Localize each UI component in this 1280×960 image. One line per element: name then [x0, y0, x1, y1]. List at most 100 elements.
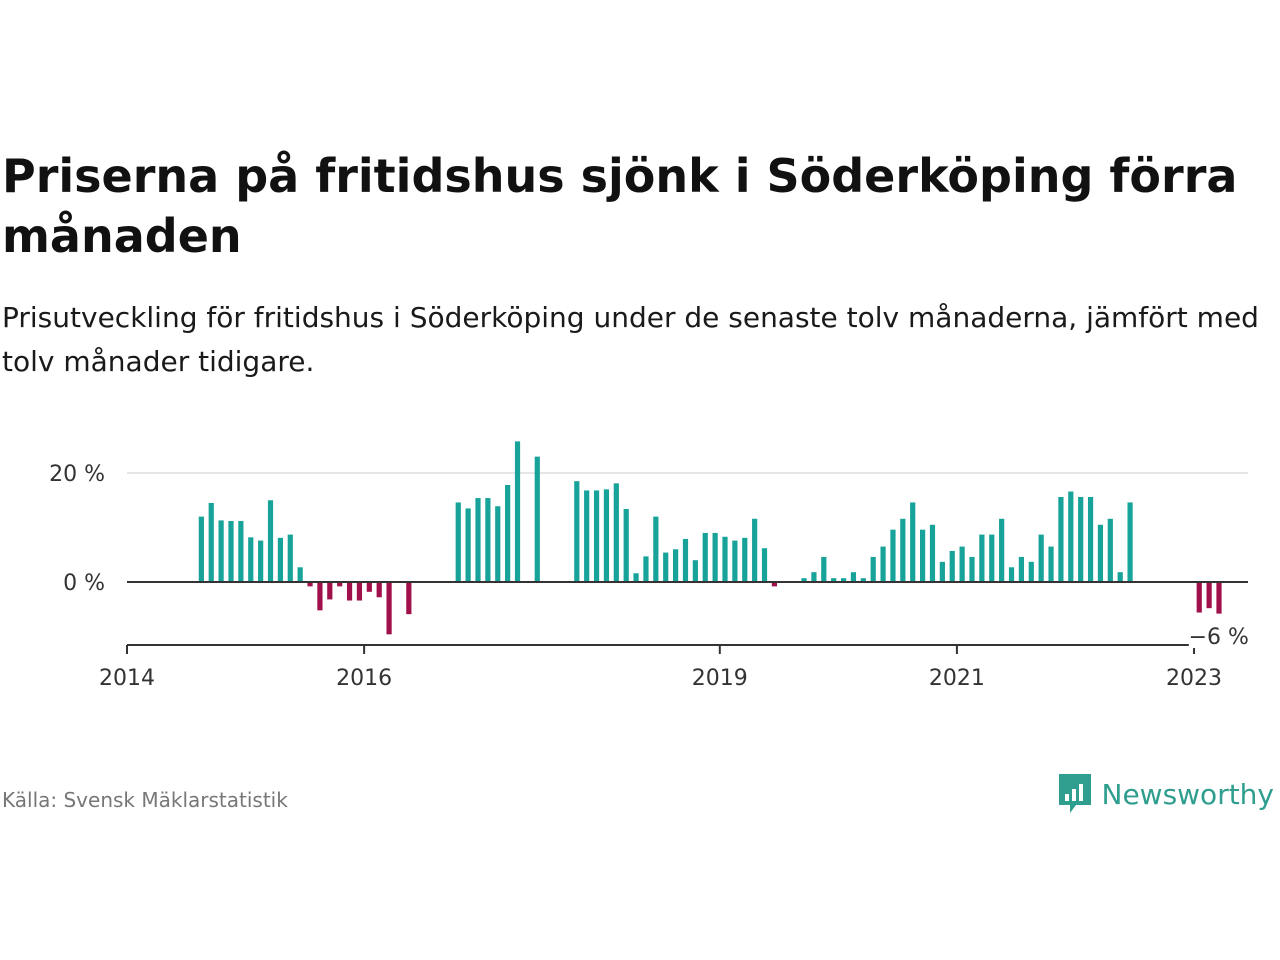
bar [337, 582, 343, 587]
chart-subtitle: Prisutveckling för fritidshus i Söderköp… [2, 301, 1259, 378]
bar [455, 502, 461, 582]
bar [287, 534, 293, 582]
bar [346, 582, 353, 601]
bar [406, 582, 412, 615]
bar [465, 508, 471, 582]
bar [267, 500, 274, 582]
bar [485, 498, 491, 582]
bar [959, 546, 965, 582]
bar [771, 582, 777, 587]
bar [307, 582, 313, 587]
bar [949, 550, 955, 583]
bar [248, 537, 254, 582]
chart-title: Priserna på fritidshus sjönk i Söderköpi… [2, 149, 1238, 263]
bar [208, 502, 214, 582]
bar [1206, 582, 1212, 609]
x-tick-label: 2016 [336, 666, 392, 691]
bar [366, 582, 372, 592]
bar [910, 502, 916, 582]
bar [258, 540, 264, 582]
bar [1196, 582, 1202, 613]
bar [692, 560, 698, 582]
bar [574, 481, 580, 582]
bar [1087, 496, 1094, 582]
annotation-background [1188, 622, 1253, 648]
bar [297, 567, 303, 582]
source-note: Källa: Svensk Mäklarstatistik [2, 788, 288, 812]
y-tick-label: 20 % [49, 462, 105, 487]
bar [929, 524, 936, 583]
bar [1048, 546, 1054, 582]
bar [979, 534, 985, 582]
bar [939, 561, 945, 583]
bar [653, 516, 659, 582]
bar [1038, 534, 1044, 582]
bar [752, 518, 758, 582]
bar [198, 516, 204, 582]
bar [228, 520, 234, 582]
bar [821, 556, 827, 582]
bar [811, 572, 817, 582]
y-tick-label: 0 % [63, 571, 105, 596]
bar [386, 582, 392, 635]
bar [1028, 561, 1034, 583]
bar [682, 538, 689, 582]
bar [1097, 524, 1104, 583]
bar [218, 520, 224, 582]
bar [673, 549, 679, 582]
bar [534, 456, 540, 582]
x-tick-label: 2014 [99, 666, 155, 691]
bar [505, 484, 511, 582]
bar [860, 578, 866, 582]
bar [376, 582, 382, 598]
bar [850, 572, 857, 582]
bar [1216, 582, 1222, 614]
bar [840, 578, 847, 582]
bar [702, 532, 708, 582]
bar [870, 556, 876, 582]
x-tick-label: 2023 [1166, 666, 1222, 691]
bar [969, 556, 975, 582]
bar [920, 529, 926, 582]
bar [880, 546, 886, 582]
newsworthy-logo-icon [1058, 774, 1091, 813]
bar [593, 490, 600, 582]
bar [514, 441, 521, 582]
bar [1107, 518, 1113, 582]
bar [761, 548, 768, 582]
bar [1018, 556, 1024, 582]
bar [663, 552, 669, 582]
bar [623, 508, 629, 582]
bar [742, 537, 748, 582]
bar [989, 534, 995, 582]
bar [613, 483, 619, 582]
bar [643, 556, 649, 582]
newsworthy-logo[interactable]: Newsworthy [1056, 772, 1275, 816]
bar [890, 529, 896, 582]
bar [356, 582, 363, 601]
bar [1008, 567, 1015, 582]
bar [1127, 502, 1133, 582]
bar [1058, 496, 1064, 582]
bar [801, 578, 807, 582]
bar [732, 540, 738, 582]
bar [475, 498, 481, 582]
bar [317, 582, 323, 611]
bar [1078, 496, 1084, 582]
x-tick-label: 2019 [692, 666, 748, 691]
bar [712, 532, 718, 582]
bar [238, 520, 244, 582]
bar [722, 536, 728, 582]
bar-chart: 20 % 0 % 2014 2016 2019 2021 2023 −6 % [49, 441, 1253, 691]
x-tick-label: 2021 [929, 666, 985, 691]
bar [1117, 572, 1123, 582]
bar [277, 537, 283, 582]
brand-name: Newsworthy [1101, 777, 1275, 811]
bar [327, 582, 333, 600]
bar [831, 578, 837, 582]
bar [633, 573, 639, 582]
bar [900, 518, 906, 582]
latest-value-annotation: −6 % [1189, 625, 1249, 650]
bar [584, 490, 590, 582]
bar [495, 506, 501, 582]
